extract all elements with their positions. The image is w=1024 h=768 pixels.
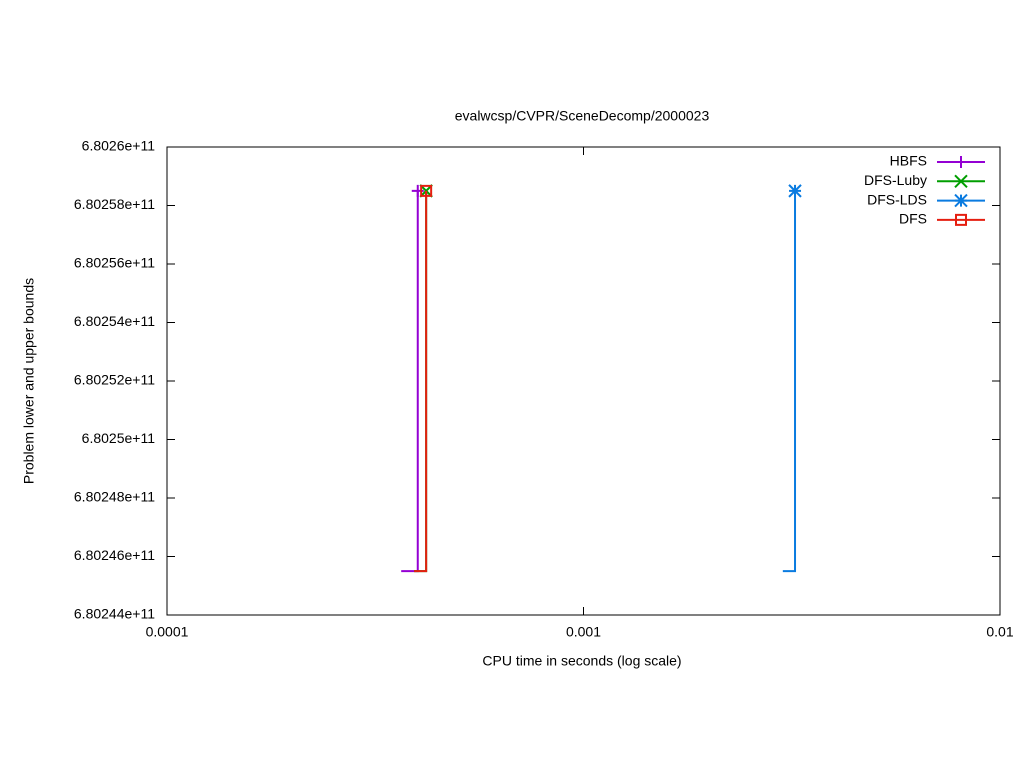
x-tick-label: 0.0001 [146, 624, 189, 640]
x-tick-label: 0.001 [566, 624, 601, 640]
series-line [782, 190, 797, 573]
y-tick-label: 6.80258e+11 [74, 196, 155, 212]
series-line [414, 190, 428, 573]
y-tick-label: 6.8026e+11 [82, 138, 156, 154]
y-tick-label: 6.80252e+11 [74, 372, 155, 388]
x-tick-label: 0.01 [986, 624, 1013, 640]
plot-frame [166, 146, 1001, 616]
y-tick-label: 6.8025e+11 [82, 430, 156, 446]
marker [788, 184, 802, 198]
x-axis-label: CPU time in seconds (log scale) [482, 653, 681, 669]
series-line [414, 190, 428, 573]
marker [955, 156, 967, 168]
y-tick-label: 6.80254e+11 [74, 313, 155, 329]
legend-label: DFS [899, 211, 927, 227]
series-line [401, 190, 419, 573]
y-tick-label: 6.80246e+11 [74, 547, 155, 563]
legend-label: DFS-LDS [867, 191, 927, 207]
y-axis-label: Problem lower and upper bounds [21, 278, 37, 484]
chart-title: evalwcsp/CVPR/SceneDecomp/2000023 [455, 108, 710, 124]
y-tick-label: 6.80256e+11 [74, 255, 155, 271]
legend-label: HBFS [890, 153, 927, 169]
marker [420, 184, 433, 197]
y-tick-label: 6.80244e+11 [74, 606, 155, 622]
marker [954, 174, 968, 189]
legend-label: DFS-Luby [864, 172, 927, 188]
marker [954, 193, 968, 208]
y-tick-label: 6.80248e+11 [74, 489, 155, 505]
marker [955, 213, 967, 226]
